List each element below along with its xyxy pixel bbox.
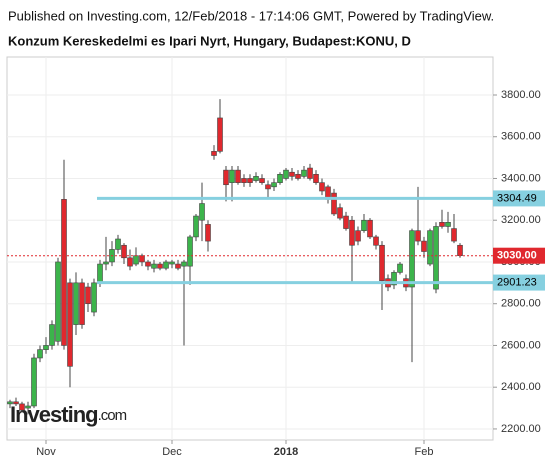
candle-body: [157, 263, 163, 269]
y-tick-label: 3600.00: [501, 131, 541, 143]
candle-body: [175, 263, 181, 269]
y-tick-label: 2600.00: [501, 339, 541, 351]
candle-body: [427, 230, 433, 265]
candle-body: [397, 263, 403, 273]
logo-suffix: .com: [98, 407, 127, 424]
candle-body: [133, 255, 139, 265]
x-tick-label: 2018: [274, 446, 298, 458]
y-tick-label: 2200.00: [501, 423, 541, 435]
candle-body: [391, 272, 397, 286]
candle-body: [163, 261, 169, 269]
candle-body: [55, 261, 61, 342]
candle-body: [7, 401, 13, 405]
candle-body: [97, 263, 103, 284]
candle-body: [349, 219, 355, 246]
candle-body: [301, 169, 307, 177]
candle-body: [115, 238, 121, 250]
level-label: 2901.23: [497, 276, 537, 288]
candle-body: [127, 257, 133, 267]
candle-body: [211, 151, 217, 156]
candle-body: [151, 263, 157, 269]
candle-body: [169, 261, 175, 265]
y-tick-label: 2800.00: [501, 298, 541, 310]
candle-body: [241, 178, 247, 183]
candle-body: [67, 282, 73, 367]
x-tick-label: Feb: [415, 446, 434, 458]
candle-body: [271, 182, 277, 188]
candle-body: [61, 199, 67, 346]
candle-body: [343, 215, 349, 229]
candle-body: [433, 226, 439, 290]
candle-body: [205, 224, 211, 242]
candle-body: [85, 286, 91, 305]
candle-body: [13, 401, 19, 405]
candle-body: [223, 169, 229, 186]
candle-body: [25, 405, 31, 409]
chart-title: Konzum Kereskedelmi es Ipari Nyrt, Hunga…: [8, 33, 411, 48]
candle-body: [331, 192, 337, 215]
candle-body: [43, 345, 49, 350]
candle-body: [283, 169, 289, 179]
candle-body: [295, 174, 301, 179]
candle-body: [139, 255, 145, 263]
y-tick-label: 2400.00: [501, 381, 541, 393]
last-price-label-bg: [493, 247, 545, 264]
candle-body: [235, 169, 241, 183]
y-tick-label: 3400.00: [501, 172, 541, 184]
candle-body: [361, 219, 367, 231]
candle-body: [181, 261, 187, 267]
x-tick-label: Dec: [162, 446, 182, 458]
candle-body: [187, 236, 193, 267]
candle-body: [259, 178, 265, 183]
candle-body: [229, 169, 235, 183]
last-price-label: 3030.00: [497, 250, 537, 262]
candle-body: [253, 176, 259, 181]
candle-body: [289, 171, 295, 177]
candle-body: [313, 174, 319, 183]
candle-body: [457, 244, 463, 257]
plot-frame: [6, 56, 494, 441]
candle-body: [319, 182, 325, 192]
candle-body: [199, 203, 205, 221]
candle-body: [19, 403, 25, 411]
candle-body: [79, 282, 85, 325]
candle-body: [337, 207, 343, 219]
candle-body: [247, 178, 253, 183]
candle-body: [217, 117, 223, 152]
candle-body: [355, 230, 361, 242]
candle-body: [445, 222, 451, 227]
candle-body: [265, 184, 271, 190]
candle-body: [73, 282, 79, 325]
candle-body: [409, 230, 415, 288]
candle-body: [373, 236, 379, 246]
candle-body: [421, 240, 427, 252]
candle-body: [277, 174, 283, 183]
level-label-bg: [493, 190, 545, 207]
candle-body: [451, 228, 457, 242]
candle-body: [145, 261, 151, 267]
level-label-bg: [493, 274, 545, 291]
candle-body: [307, 167, 313, 179]
y-tick-label: 3800.00: [501, 89, 541, 101]
candle-body: [37, 349, 43, 359]
level-label: 3304.49: [497, 192, 537, 204]
candle-body: [367, 219, 373, 238]
candle-body: [415, 230, 421, 242]
logo: Investing.com: [10, 402, 127, 427]
candle-body: [379, 244, 385, 282]
header: Published on Investing.com, 12/Feb/2018 …: [8, 8, 494, 23]
candle-body: [49, 324, 55, 346]
candle-body: [91, 282, 97, 313]
candle-body: [103, 261, 109, 265]
candle-body: [31, 357, 37, 407]
candle-body: [121, 244, 127, 259]
candle-body: [439, 222, 445, 227]
y-tick-label: 3200.00: [501, 214, 541, 226]
candle-body: [193, 215, 199, 238]
x-tick-label: Nov: [36, 446, 56, 458]
